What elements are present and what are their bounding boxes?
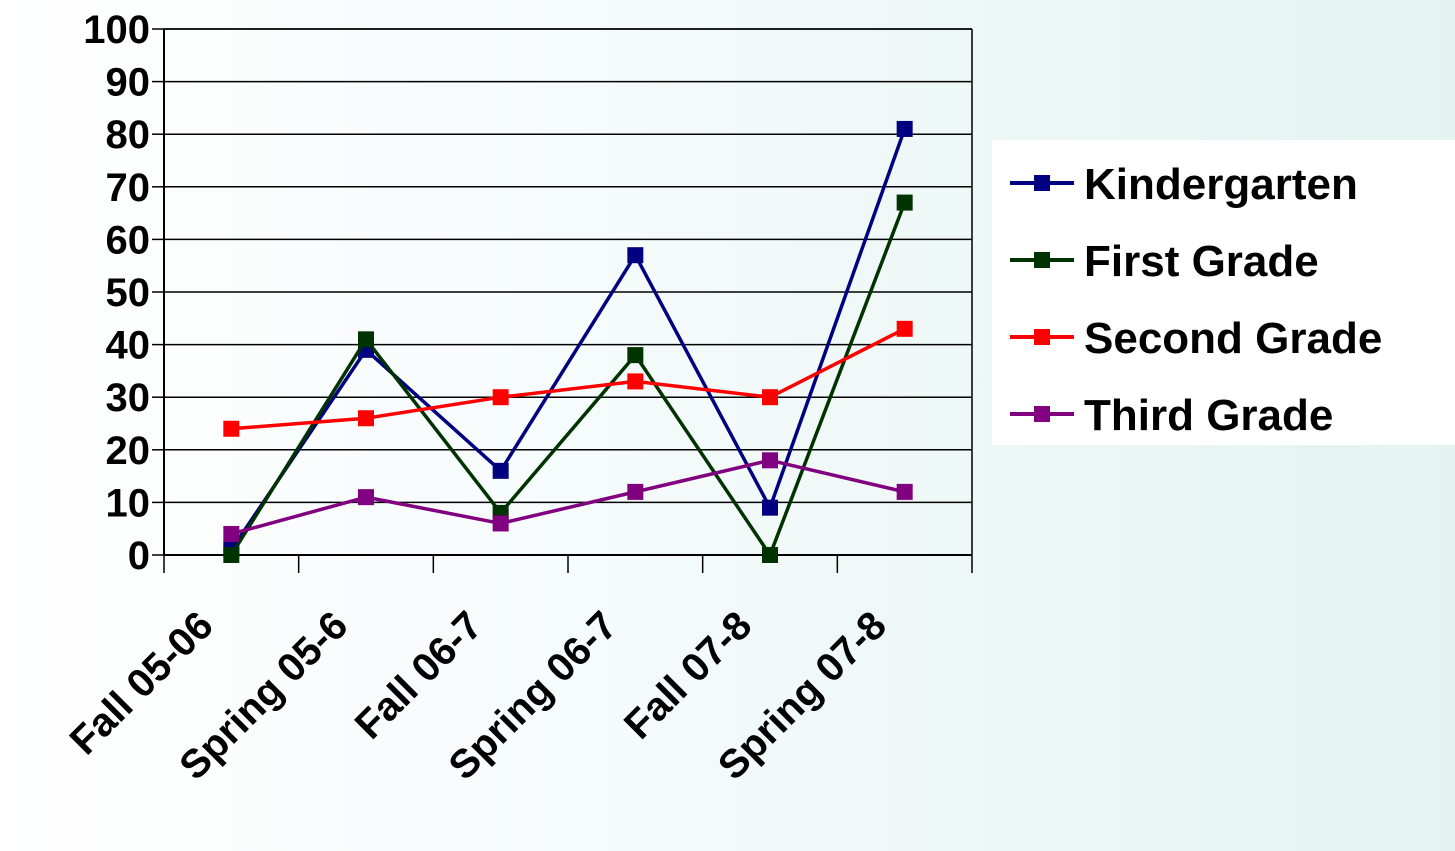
- data-point: [358, 489, 374, 506]
- data-point: [492, 515, 509, 532]
- legend-box: [992, 140, 1455, 445]
- legend-swatch-marker: [1034, 406, 1050, 422]
- x-tick-label: Fall 06-7: [347, 603, 491, 747]
- data-point: [223, 525, 240, 542]
- data-point: [223, 420, 240, 437]
- data-point: [762, 452, 778, 469]
- y-tick-label: 40: [106, 324, 151, 368]
- data-point: [358, 331, 374, 348]
- legend-label: Third Grade: [1084, 391, 1333, 440]
- x-tick-label: Fall 07-8: [616, 603, 760, 747]
- data-point: [492, 389, 509, 406]
- y-axis-ticks: 0 10 20 30 40 50 60 70 80 90 100: [83, 8, 164, 578]
- legend-swatch-marker: [1034, 175, 1050, 191]
- data-point: [492, 462, 509, 479]
- series-line: [230, 458, 906, 536]
- series-3: [223, 452, 913, 542]
- data-point: [896, 320, 913, 337]
- y-tick-label: 30: [106, 376, 151, 420]
- y-tick-label: 70: [106, 166, 151, 210]
- data-point: [627, 347, 644, 364]
- data-point: [896, 483, 913, 500]
- data-point: [627, 483, 644, 500]
- y-tick-label: 90: [106, 61, 151, 105]
- data-point: [762, 547, 778, 563]
- y-tick-label: 80: [106, 113, 151, 157]
- legend-swatch-marker: [1034, 252, 1050, 268]
- series-group: [223, 120, 913, 563]
- series-line: [229, 128, 907, 551]
- data-point: [762, 389, 778, 406]
- legend-item: Kindergarten: [1010, 160, 1358, 209]
- y-tick-label: 0: [128, 534, 150, 578]
- data-point: [627, 373, 644, 390]
- series-2: [223, 320, 913, 437]
- data-point: [223, 547, 240, 563]
- y-tick-label: 10: [106, 481, 151, 525]
- legend-swatch-marker: [1034, 329, 1050, 345]
- y-tick-label: 100: [83, 8, 150, 52]
- legend: Kindergarten First Grade Second Grade Third…: [992, 140, 1455, 445]
- series-line: [229, 201, 907, 557]
- legend-label: First Grade: [1084, 237, 1319, 286]
- y-tick-label: 50: [106, 271, 151, 315]
- legend-label: Second Grade: [1084, 314, 1382, 363]
- legend-item: Second Grade: [1010, 314, 1382, 363]
- legend-item: Third Grade: [1010, 391, 1333, 440]
- data-point: [896, 120, 913, 137]
- series-line: [231, 327, 906, 431]
- data-point: [762, 499, 778, 516]
- y-tick-label: 20: [106, 429, 151, 473]
- data-point: [358, 410, 374, 427]
- data-point: [896, 194, 913, 211]
- legend-item: First Grade: [1010, 237, 1319, 286]
- legend-label: Kindergarten: [1084, 160, 1358, 209]
- y-tick-label: 60: [106, 218, 151, 262]
- data-point: [627, 247, 644, 264]
